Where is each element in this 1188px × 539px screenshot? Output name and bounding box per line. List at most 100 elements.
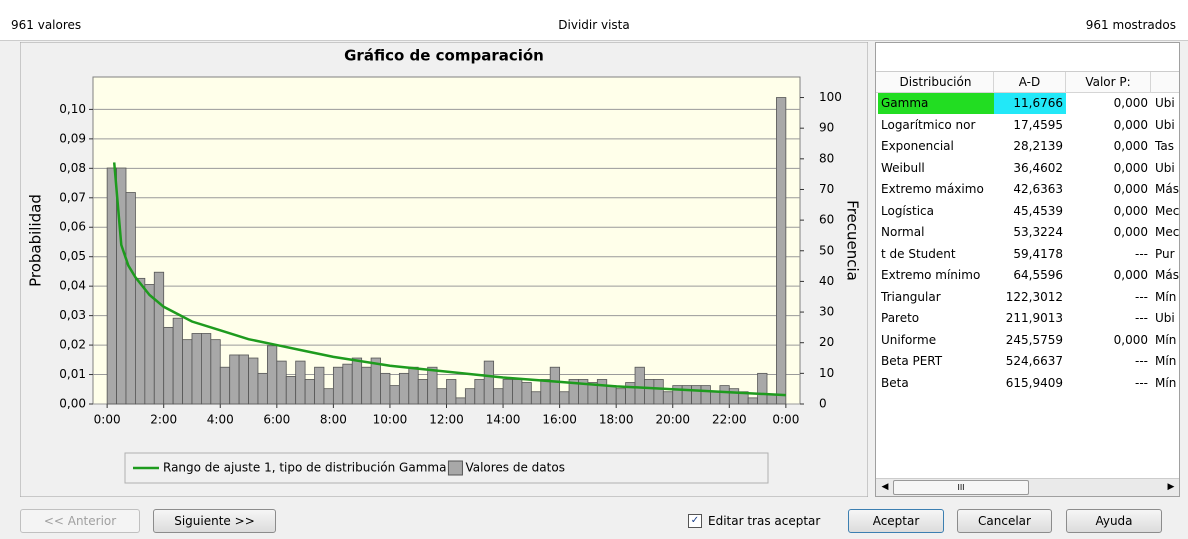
- table-cell: ---: [1135, 375, 1148, 390]
- table-cell: 53,3224: [1013, 225, 1063, 239]
- table-cell: Más: [1155, 268, 1179, 282]
- table-top: [876, 43, 1179, 72]
- y-tick-label: 0,03: [59, 308, 86, 322]
- histogram-bar: [662, 391, 674, 405]
- table-cell: Mín: [1155, 354, 1177, 368]
- table-cell: Gamma: [878, 93, 994, 114]
- cancel-button[interactable]: Cancelar: [957, 509, 1052, 533]
- histogram-bar: [135, 277, 146, 405]
- histogram-bar: [446, 379, 457, 405]
- table-cell: 211,9013: [1005, 311, 1063, 325]
- histogram-bar: [257, 372, 268, 405]
- x-tick-label: 16:00: [542, 413, 577, 427]
- legend-label: Valores de datos: [465, 461, 565, 475]
- table-cell: Extremo mínimo: [881, 268, 981, 282]
- histogram-bar: [314, 366, 325, 405]
- y2-tick-label: 30: [819, 305, 834, 319]
- checkbox[interactable]: ✓: [688, 514, 702, 528]
- histogram-bar: [606, 385, 617, 405]
- y-tick-label: 0,09: [59, 131, 86, 145]
- histogram-bar: [229, 354, 240, 405]
- histogram-bar: [521, 382, 532, 405]
- table-cell: Pur: [1155, 246, 1175, 261]
- y2-tick-label: 40: [819, 274, 834, 288]
- x-tick-label: 14:00: [486, 413, 521, 427]
- histogram-bar: [559, 391, 570, 405]
- table-cell: Ubi: [1155, 117, 1175, 132]
- checkbox-label[interactable]: Editar tras aceptar: [708, 514, 821, 528]
- histogram-bar: [483, 360, 495, 405]
- table-cell: Beta: [881, 375, 909, 390]
- table-cell: 524,6637: [1005, 354, 1063, 368]
- histogram-bar: [615, 388, 627, 405]
- histogram-bar: [766, 394, 777, 405]
- table-cell: Normal: [881, 225, 925, 239]
- x-tick-label: 4:00: [207, 413, 234, 427]
- table-cell: 0,000: [1113, 225, 1148, 239]
- table-cell: 0,000: [1113, 160, 1148, 175]
- table-cell: Extremo máximo: [881, 182, 984, 196]
- histogram-bar: [464, 388, 476, 405]
- table-cell: 0,000: [1113, 332, 1148, 347]
- y-tick-label: 0,02: [59, 338, 86, 352]
- histogram-bar: [295, 360, 306, 405]
- y2-tick-label: 50: [819, 243, 834, 257]
- scroll-right: ▶: [1167, 482, 1175, 492]
- histogram-bar: [153, 271, 165, 405]
- histogram-bar: [700, 385, 711, 405]
- histogram-bar: [653, 379, 664, 405]
- split-view: Dividir vista: [558, 18, 630, 32]
- histogram-bar: [757, 372, 768, 405]
- y-tick-label: 0,00: [59, 397, 86, 411]
- y2-tick-label: 0: [819, 397, 827, 411]
- header-row: [876, 72, 1179, 93]
- table-cell: t de Student: [881, 246, 956, 261]
- histogram-bar: [512, 379, 523, 405]
- prev-button[interactable]: << Anterior: [20, 509, 140, 533]
- top-bar: [0, 0, 1188, 41]
- x-tick-label: 10:00: [373, 413, 408, 427]
- histogram-bar: [455, 397, 466, 405]
- histogram-bar: [408, 366, 419, 405]
- histogram-bar: [276, 360, 287, 405]
- histogram-bar: [266, 345, 278, 405]
- column-header: Valor P:: [1066, 72, 1151, 93]
- histogram-bar: [681, 385, 692, 405]
- fit-line: [112, 162, 786, 397]
- table-cell: Mín: [1155, 332, 1177, 347]
- table-cell: 42,6363: [1013, 182, 1063, 196]
- x-tick-label: 22:00: [712, 413, 747, 427]
- table-cell: 0,000: [1113, 96, 1148, 110]
- histogram-bar: [172, 317, 183, 405]
- histogram-bar: [710, 391, 721, 405]
- shown-count: 961 mostrados: [1085, 18, 1176, 32]
- histogram-bar: [191, 333, 202, 405]
- histogram-bar: [427, 366, 438, 405]
- y2-tick-label: 20: [819, 335, 834, 349]
- histogram-bar: [644, 379, 655, 405]
- chart-title: Gráfico de comparación: [344, 47, 544, 65]
- table-cell: Triangular: [881, 289, 941, 304]
- x-tick-label: 18:00: [599, 413, 634, 427]
- help-button[interactable]: Ayuda: [1066, 509, 1162, 533]
- histogram-bar: [248, 357, 259, 405]
- legend-label: Rango de ajuste 1, tipo de distribución …: [163, 461, 446, 475]
- next-button[interactable]: Siguiente >>: [153, 509, 276, 533]
- histogram-bar: [163, 326, 174, 405]
- histogram-bar: [728, 388, 740, 405]
- table-cell: 0,000: [1113, 203, 1148, 218]
- table-cell: Pareto: [881, 311, 920, 325]
- y2-tick-label: 70: [819, 182, 834, 196]
- y-tick-label: 0,04: [59, 279, 86, 293]
- table-cell: Mín: [1155, 289, 1177, 304]
- histogram-bar: [436, 388, 447, 405]
- table-cell: 0,000: [1113, 139, 1148, 153]
- table-cell: Más: [1155, 182, 1179, 196]
- table-cell: 17,4595: [1013, 117, 1063, 132]
- ok-button[interactable]: Aceptar: [848, 509, 944, 533]
- x-tick-label: 8:00: [320, 413, 347, 427]
- table-cell: ---: [1135, 246, 1148, 261]
- table-cell: 122,3012: [1005, 289, 1063, 304]
- y-tick-label: 0,05: [59, 249, 86, 263]
